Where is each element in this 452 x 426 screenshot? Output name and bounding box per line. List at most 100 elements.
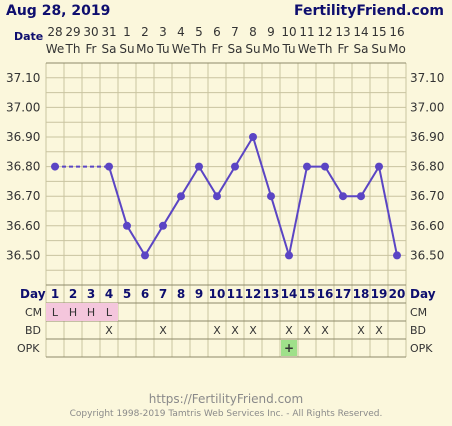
date-number: 28 (47, 25, 62, 39)
temperature-series (51, 133, 401, 260)
cycle-day-number: 18 (353, 287, 370, 301)
temperature-point (375, 162, 383, 171)
cycle-day-number: 1 (51, 287, 59, 301)
weekday-label: Tu (155, 42, 169, 56)
cycle-day-number: 6 (141, 287, 149, 301)
bd-mark: X (303, 324, 311, 337)
date-number: 1 (123, 25, 131, 39)
cycle-day-number: 14 (281, 287, 298, 301)
site-name: FertilityFriend.com (294, 3, 444, 19)
y-tick-label-right: 37.00 (410, 100, 444, 114)
cycle-day-number: 17 (335, 287, 352, 301)
bd-mark: X (249, 324, 257, 337)
chart-date-label: Aug 28, 2019 (6, 3, 110, 19)
cycle-day-number: 11 (227, 287, 244, 301)
footer-copyright: Copyright 1998-2019 Tamtris Web Services… (70, 409, 383, 419)
y-tick-label-left: 37.10 (6, 71, 40, 85)
temperature-segment (198, 166, 218, 197)
cycle-day-number: 4 (105, 287, 113, 301)
row-label-day-right: Day (410, 287, 436, 301)
cycle-day-number: 20 (389, 287, 406, 301)
date-number: 29 (65, 25, 80, 39)
cycle-day-number: 16 (317, 287, 334, 301)
date-number: 10 (281, 25, 296, 39)
date-number: 11 (299, 25, 314, 39)
date-number: 4 (177, 25, 185, 39)
weekday-label: Fr (86, 42, 97, 56)
date-number: 8 (249, 25, 257, 39)
y-tick-label-left: 36.90 (6, 130, 40, 144)
weekday-label: Tu (281, 42, 295, 56)
row-label-bd-right: BD (410, 324, 426, 337)
temperature-segment (288, 166, 308, 256)
cm-value: H (87, 306, 95, 319)
opk-positive-fill (281, 340, 297, 356)
weekday-label: Th (65, 42, 81, 56)
observation-rows: 1 2 3 4 5 6 7 8 9 10 11 12 13 14 15 16 17 18 19 20L H H LX X X X X… (51, 287, 406, 355)
date-number: 16 (389, 25, 404, 39)
temperature-point (393, 251, 401, 260)
cycle-day-number: 9 (195, 287, 203, 301)
temperature-point (339, 192, 347, 201)
weekday-label: Sa (102, 42, 117, 56)
temperature-point (249, 133, 257, 141)
y-tick-label-left: 37.00 (6, 100, 40, 114)
weekday-label: Sa (354, 42, 369, 56)
temperature-point (213, 192, 221, 201)
bd-mark: X (375, 324, 383, 337)
temperature-segment (162, 195, 182, 227)
row-label-bd-left: BD (25, 324, 41, 337)
weekday-label: Su (245, 42, 260, 56)
temperature-point (51, 162, 59, 171)
weekday-label: Su (119, 42, 134, 56)
date-number: 6 (213, 25, 221, 39)
temperature-point (195, 162, 203, 171)
cm-value: H (69, 306, 77, 319)
y-tick-label-right: 36.50 (410, 248, 444, 262)
y-tick-label-left: 36.70 (6, 189, 40, 203)
weekday-label: Mo (262, 42, 280, 56)
weekday-label: Sa (228, 42, 243, 56)
temperature-segment (270, 195, 290, 256)
cm-cell-fill (46, 303, 64, 321)
weekday-label: Mo (136, 42, 154, 56)
temperature-point (285, 251, 293, 260)
weekday-label: Fr (212, 42, 223, 56)
y-tick-label-left: 36.50 (6, 248, 40, 262)
temperature-point (123, 221, 131, 230)
date-number: 13 (335, 25, 350, 39)
temperature-point (231, 162, 239, 171)
y-tick-labels: 37.10 37.10 37.00 37.00 36.90 36.90 36.80 36.80… (6, 71, 444, 263)
y-tick-label-right: 36.80 (410, 160, 444, 174)
cycle-day-number: 19 (371, 287, 388, 301)
cycle-day-number: 8 (177, 287, 185, 301)
temperature-segment (252, 136, 272, 197)
temperature-point (177, 192, 185, 201)
temperature-point (141, 251, 149, 260)
temperature-segment (324, 166, 344, 197)
cycle-day-number: 12 (245, 287, 262, 301)
date-number: 30 (83, 25, 98, 39)
date-number: 7 (231, 25, 239, 39)
cycle-day-number: 5 (123, 287, 131, 301)
temperature-point (321, 162, 329, 171)
cycle-day-number: 3 (87, 287, 95, 301)
row-label-opk-left: OPK (17, 342, 40, 355)
temperature-point (159, 221, 167, 230)
cycle-day-number: 15 (299, 287, 316, 301)
temperature-segment (360, 166, 380, 197)
bd-mark: X (231, 324, 239, 337)
date-number: 12 (317, 25, 332, 39)
weekday-label: Mo (388, 42, 406, 56)
date-number: 31 (101, 25, 116, 39)
cycle-day-number: 13 (263, 287, 280, 301)
row-label-cm-right: CM (410, 306, 427, 319)
weekday-label: We (298, 42, 317, 56)
temperature-segment (216, 166, 236, 197)
cycle-day-number: 2 (69, 287, 77, 301)
temperature-point (303, 162, 311, 171)
row-label-opk-right: OPK (410, 342, 433, 355)
